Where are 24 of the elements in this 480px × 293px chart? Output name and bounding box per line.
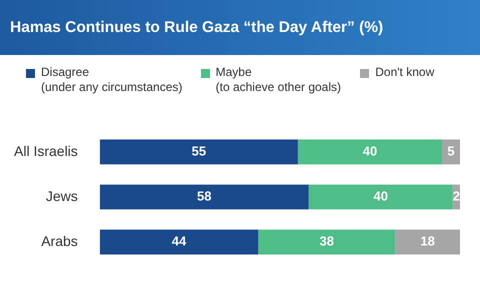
data-label: 58 — [197, 188, 212, 204]
y-tick-label: Arabs — [41, 232, 78, 249]
chart-title: Hamas Continues to Rule Gaza “the Day After” (%) — [10, 18, 384, 36]
bar — [100, 230, 258, 254]
data-label: 40 — [362, 144, 378, 159]
data-label: 55 — [192, 144, 206, 159]
bar — [442, 140, 460, 164]
legend-label: Maybe (to achieve other goals) — [216, 65, 342, 95]
bar — [308, 184, 453, 210]
legend-label: Don't know — [375, 65, 434, 80]
bar — [298, 140, 442, 164]
data-label: 5 — [447, 144, 455, 159]
data-label: 44 — [172, 234, 188, 249]
bar — [258, 230, 396, 254]
data-label: 38 — [319, 234, 334, 249]
legend-label: Disagree (under any circumstances) — [41, 65, 182, 95]
bar — [395, 230, 460, 254]
data-label: 40 — [374, 188, 388, 204]
bar — [100, 140, 298, 164]
bar — [100, 184, 309, 210]
y-tick-label: Jews — [46, 188, 78, 204]
data-label: 2 — [452, 188, 460, 204]
y-tick-label: All Israelis — [14, 142, 78, 159]
data-label: 18 — [420, 234, 435, 249]
